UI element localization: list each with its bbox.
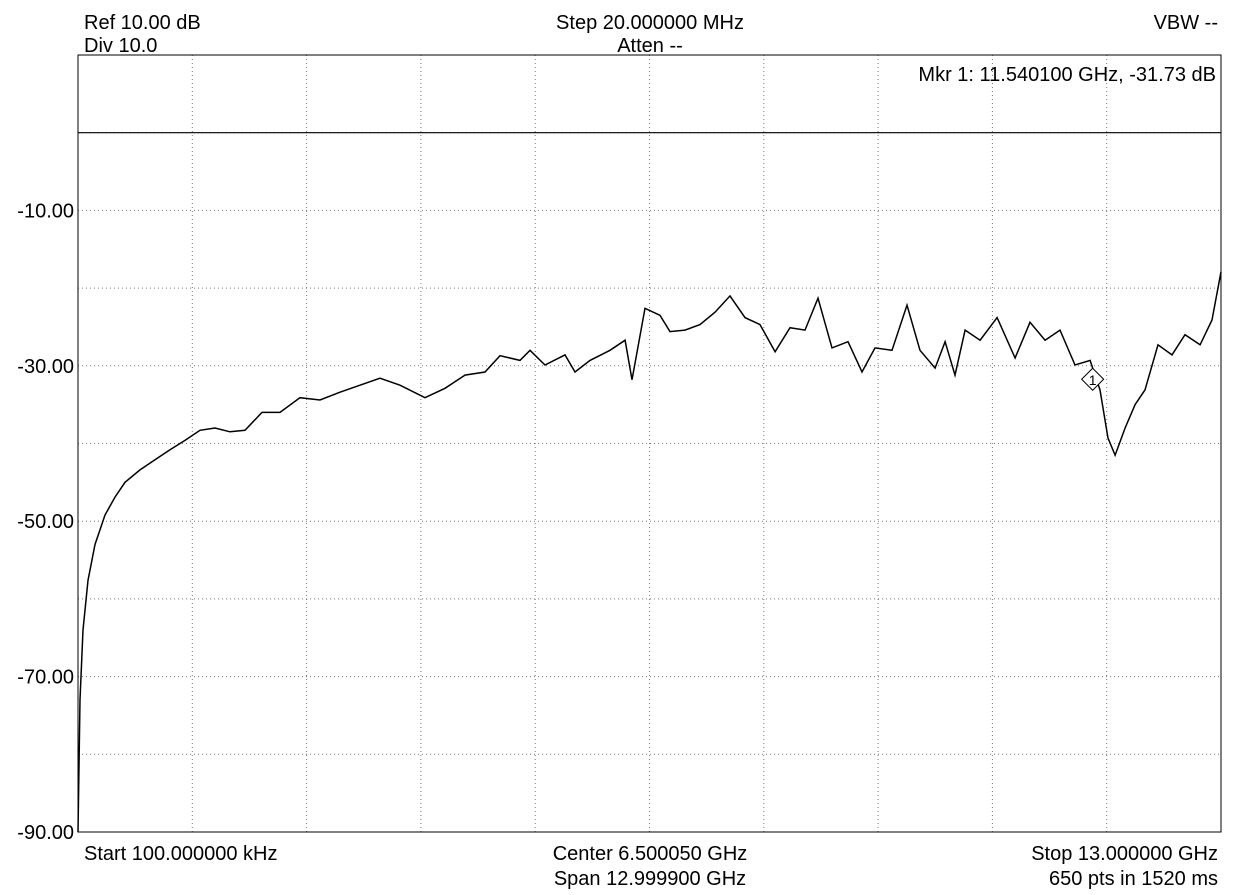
marker-label: 1 — [1089, 372, 1097, 388]
marker — [1080, 367, 1105, 391]
sweep-points: 650 pts in 1520 ms — [1049, 868, 1218, 890]
y-tick-label: -90.00 — [17, 822, 74, 844]
center-freq: Center 6.500050 GHz — [553, 843, 748, 865]
atten: Atten -- — [617, 35, 683, 57]
trace — [77, 271, 1222, 833]
y-tick-label: -50.00 — [17, 511, 74, 533]
plot-frame — [77, 54, 1222, 833]
stop-freq: Stop 13.000000 GHz — [1031, 843, 1218, 865]
y-tick-label: -30.00 — [17, 356, 74, 378]
span: Span 12.999900 GHz — [554, 868, 746, 890]
ref-level: Ref 10.00 dB — [84, 12, 201, 34]
div: Div 10.0 — [84, 35, 157, 57]
start-freq: Start 100.000000 kHz — [84, 843, 277, 865]
y-tick-label: -10.00 — [17, 200, 74, 222]
marker-readout: Mkr 1: 11.540100 GHz, -31.73 dB — [918, 64, 1216, 86]
step: Step 20.000000 MHz — [556, 12, 744, 34]
vbw: VBW -- — [1154, 12, 1218, 34]
y-tick-label: -70.00 — [17, 667, 74, 689]
